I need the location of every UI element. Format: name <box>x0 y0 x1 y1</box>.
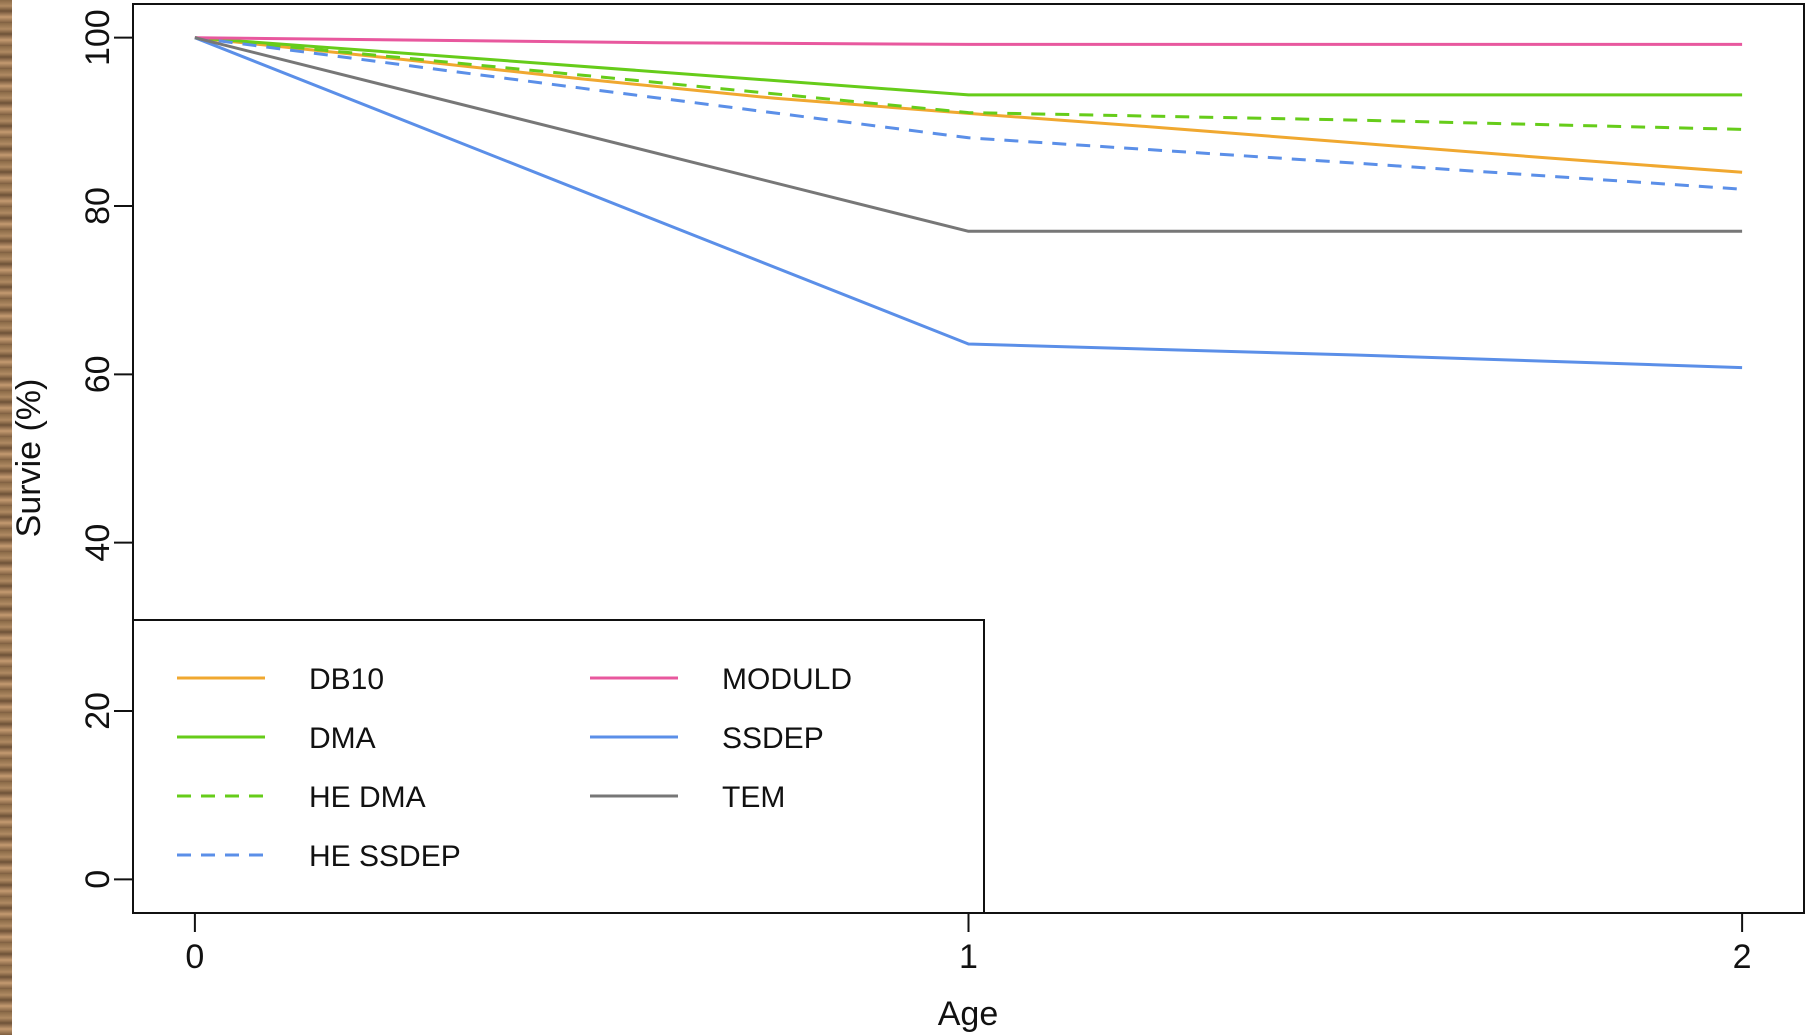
series-line-he-dma <box>194 36 1743 131</box>
y-tick-label: 80 <box>79 187 117 225</box>
x-tick-label: 2 <box>1733 938 1752 976</box>
series-line-db10 <box>194 36 1743 174</box>
y-tick-label: 100 <box>79 9 117 66</box>
y-tick-label: 40 <box>79 524 117 562</box>
series-line-ssdep <box>194 36 1743 370</box>
x-axis: 0 1 2 <box>185 912 1752 976</box>
x-tick-label: 1 <box>959 938 978 976</box>
y-tick-label: 20 <box>79 692 117 730</box>
y-axis: 0 20 40 60 80 100 <box>79 9 134 889</box>
y-tick-label: 60 <box>79 355 117 393</box>
legend-label: HE DMA <box>309 781 426 814</box>
legend-label: DB10 <box>309 663 384 696</box>
legend-label: HE SSDEP <box>309 840 461 873</box>
x-axis-title: Age <box>938 995 999 1033</box>
y-tick-label: 0 <box>79 870 117 889</box>
legend: DB10 DMA HE DMA HE SSDEP MODULD SSDEP TEM <box>132 619 985 914</box>
legend-label: TEM <box>722 781 785 814</box>
legend-box <box>132 619 985 914</box>
series-layer <box>194 36 1743 370</box>
x-tick-label: 0 <box>185 938 204 976</box>
series-line-he-ssdep <box>194 36 1743 191</box>
series-line-tem <box>194 36 1743 233</box>
background-image-strip <box>0 0 12 1035</box>
series-line-dma <box>194 36 1743 97</box>
series-line-moduld <box>194 36 1743 46</box>
y-axis-title: Survie (%) <box>10 379 48 538</box>
legend-label: SSDEP <box>722 722 824 755</box>
legend-label: MODULD <box>722 663 852 696</box>
legend-label: DMA <box>309 722 376 755</box>
